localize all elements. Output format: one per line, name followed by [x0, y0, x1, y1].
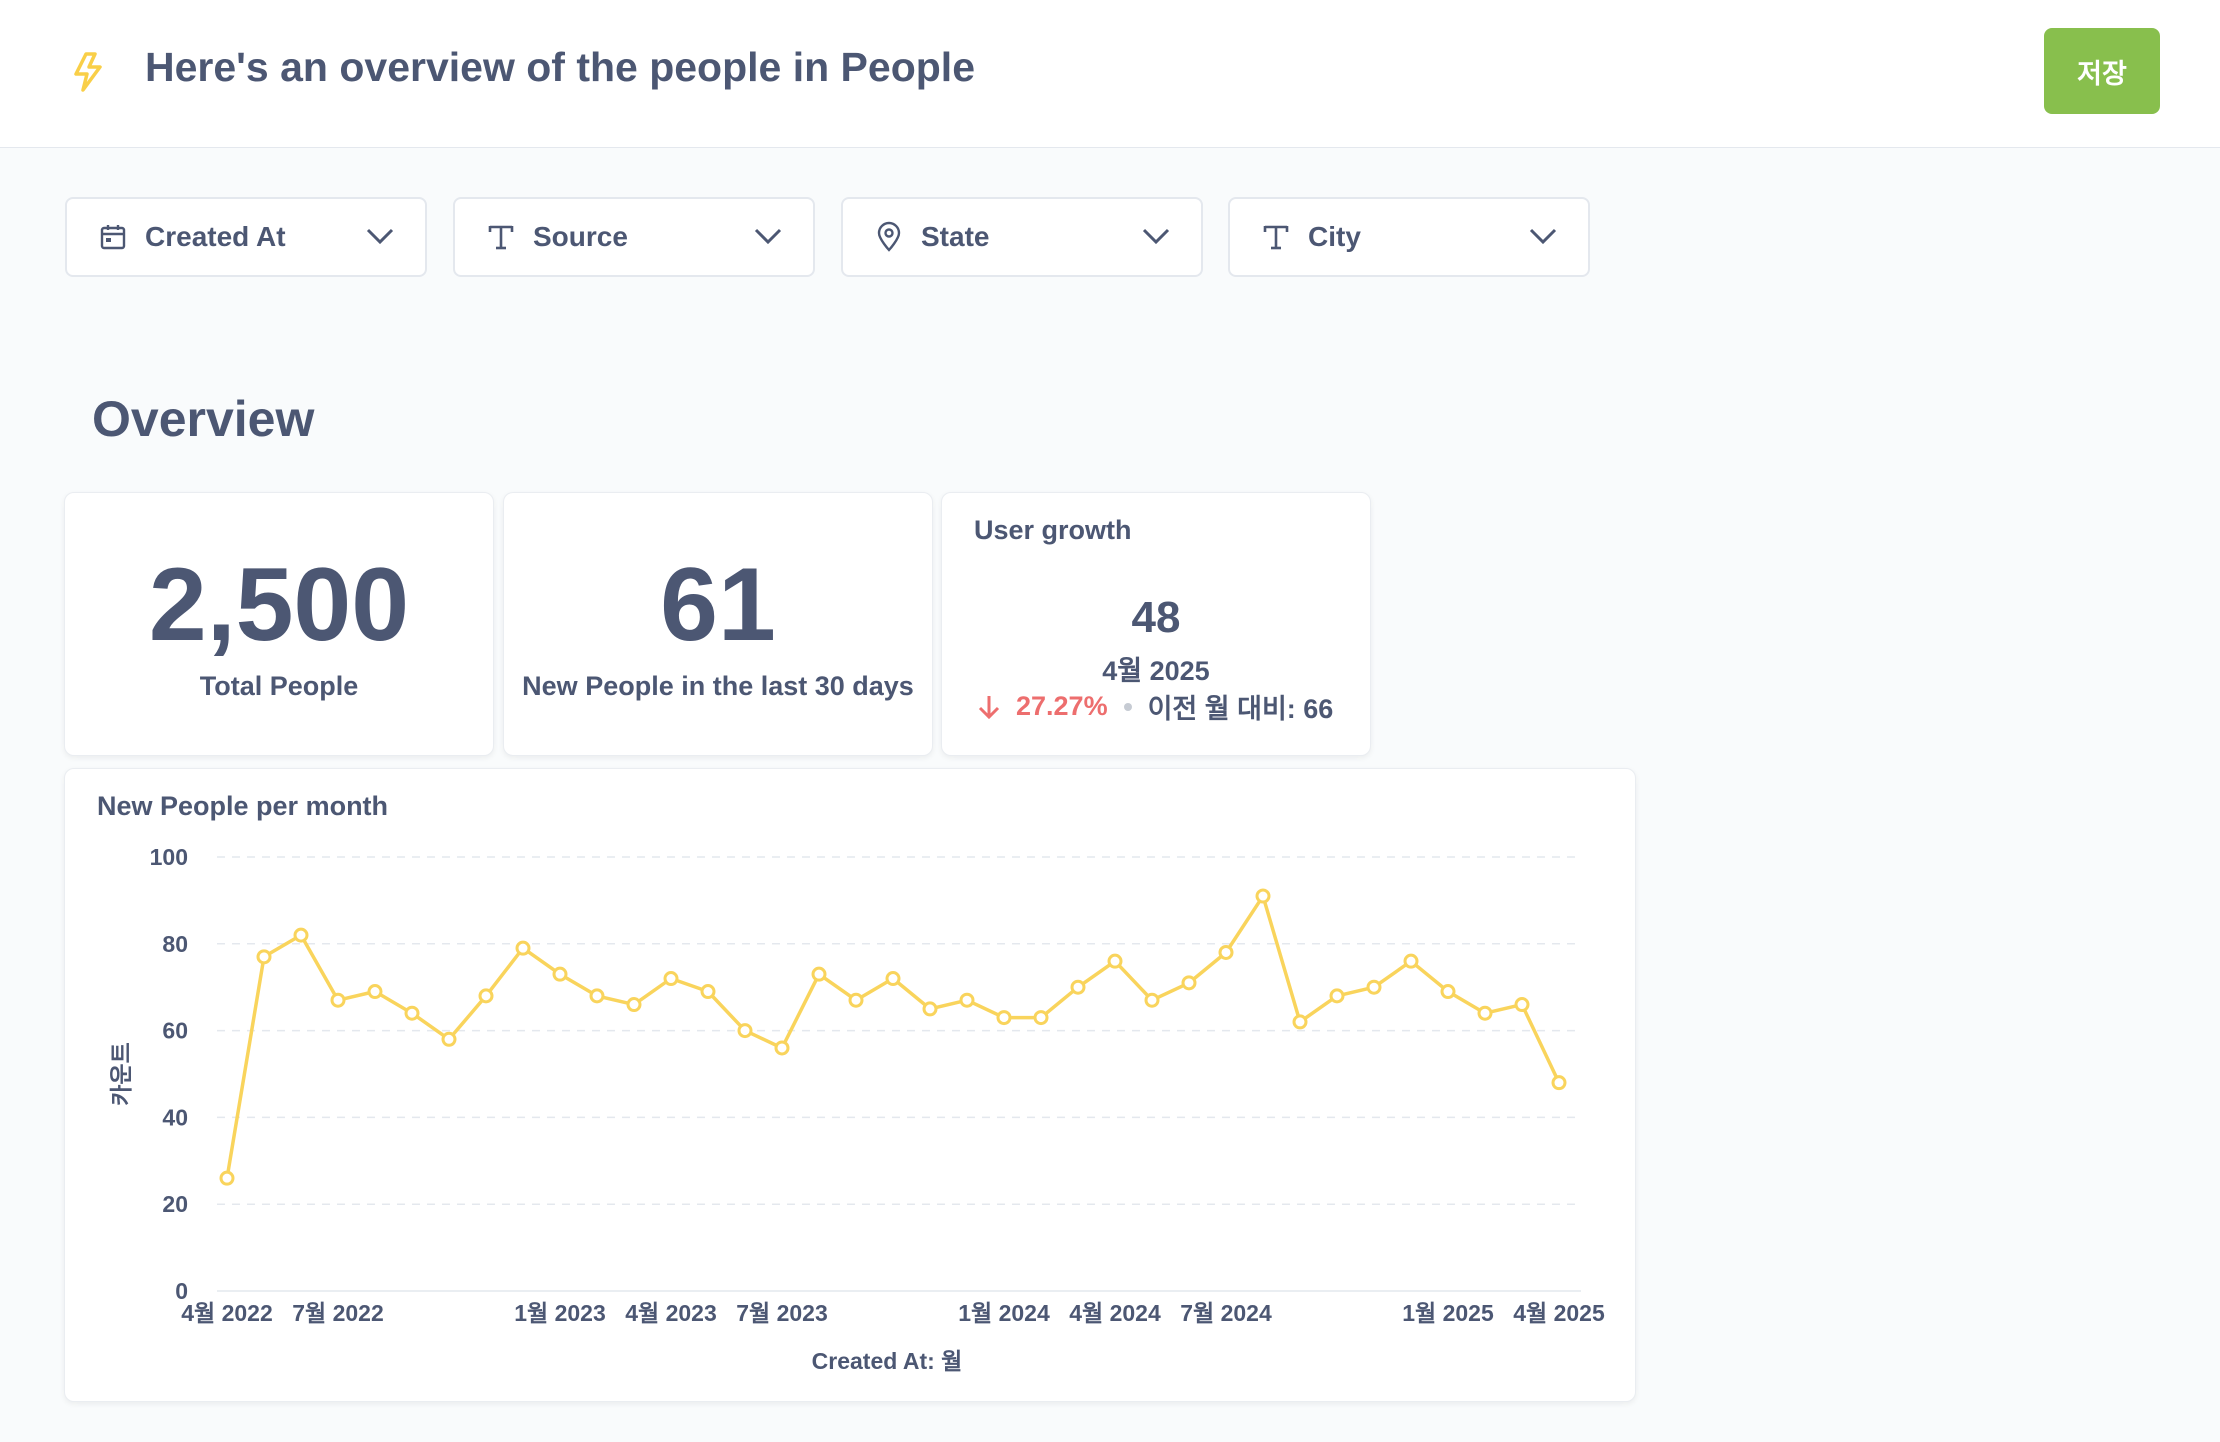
data-point: [367, 984, 383, 1000]
data-point: [996, 1010, 1012, 1026]
data-point: [1033, 1010, 1049, 1026]
growth-change: 27.27%: [1016, 691, 1108, 721]
data-point: [626, 997, 642, 1013]
arrow-down-icon: [978, 695, 1000, 719]
data-point: [1514, 997, 1530, 1013]
data-point: [441, 1031, 457, 1047]
growth-period: 4월 2025: [1102, 656, 1210, 686]
new-people-label: New People in the last 30 days: [522, 671, 914, 701]
data-point: [1366, 979, 1382, 995]
data-point: [1181, 975, 1197, 991]
y-tick-label: 100: [150, 844, 188, 870]
chevron-down-icon: [754, 228, 782, 245]
chevron-down-icon: [366, 228, 394, 245]
data-point: [922, 1001, 938, 1017]
data-point: [700, 984, 716, 1000]
data-point: [1403, 953, 1419, 969]
data-point: [959, 992, 975, 1008]
data-point: [404, 1005, 420, 1021]
text-icon: [1263, 225, 1289, 250]
filter-label: State: [921, 221, 990, 252]
location-pin-icon: [877, 221, 901, 252]
data-point: [515, 940, 531, 956]
data-point: [885, 971, 901, 987]
data-point: [1218, 944, 1234, 960]
data-point: [1477, 1005, 1493, 1021]
y-tick-label: 20: [162, 1191, 188, 1217]
x-tick-label: 4월 2022: [181, 1300, 273, 1326]
new-people-card[interactable]: 61 New People in the last 30 days: [503, 492, 933, 756]
x-tick-label: 1월 2025: [1402, 1300, 1494, 1326]
x-tick-label: 4월 2024: [1069, 1300, 1161, 1326]
data-point: [737, 1023, 753, 1039]
data-point: [1144, 992, 1160, 1008]
calendar-icon: [100, 225, 126, 250]
filter-label: Source: [533, 221, 628, 252]
x-axis-label: Created At: 월: [812, 1348, 963, 1374]
y-tick-label: 80: [162, 931, 188, 957]
data-point: [1255, 888, 1271, 904]
total-people-label: Total People: [199, 671, 359, 701]
filter-label: Created At: [145, 221, 286, 252]
growth-value: 48: [1131, 593, 1181, 642]
data-point: [848, 992, 864, 1008]
page-title: Here's an overview of the people in Peop…: [145, 44, 975, 90]
user-growth-card[interactable]: User growth 48 4월 2025 27.27% 이전 월 대비: 6…: [941, 492, 1371, 756]
y-tick-label: 40: [162, 1104, 188, 1130]
separator-dot: [1123, 702, 1132, 711]
data-point: [589, 988, 605, 1004]
x-tick-label: 4월 2023: [625, 1300, 717, 1326]
text-icon: [488, 225, 514, 250]
data-point: [1440, 984, 1456, 1000]
data-point: [1107, 953, 1123, 969]
y-axis-label: 카운트: [108, 1042, 134, 1105]
data-point: [219, 1170, 235, 1186]
y-tick-label: 60: [162, 1018, 188, 1044]
bolt-icon: [74, 52, 102, 92]
x-tick-label: 7월 2022: [292, 1300, 384, 1326]
save-button[interactable]: 저장: [2044, 28, 2160, 114]
data-point: [293, 927, 309, 943]
total-people-value: 2,500: [148, 547, 410, 663]
filter-created-at[interactable]: Created At: [65, 197, 427, 277]
data-point: [1292, 1014, 1308, 1030]
new-people-value: 61: [660, 547, 776, 663]
data-point: [1329, 988, 1345, 1004]
y-tick-label: 0: [175, 1278, 188, 1304]
data-point: [330, 992, 346, 1008]
data-point: [663, 971, 679, 987]
chart-title: New People per month: [97, 791, 389, 821]
series-line: [225, 894, 1561, 1179]
filter-state[interactable]: State: [841, 197, 1203, 277]
x-tick-label: 4월 2025: [1513, 1300, 1605, 1326]
section-title: Overview: [92, 391, 315, 447]
filter-source[interactable]: Source: [453, 197, 815, 277]
new-people-chart-card[interactable]: New People per month 0 20 40 60 80 100 4월 2022…: [64, 768, 1636, 1402]
card-title: User growth: [974, 515, 1132, 545]
data-point: [552, 966, 568, 982]
data-point: [811, 966, 827, 982]
growth-comparison: 27.27% 이전 월 대비: 66: [976, 687, 1333, 726]
dashboard-header: Here's an overview of the people in Peop…: [0, 0, 2220, 148]
data-point: [1551, 1075, 1567, 1091]
chevron-down-icon: [1529, 228, 1557, 245]
filter-city[interactable]: City: [1228, 197, 1590, 277]
data-point: [478, 988, 494, 1004]
chevron-down-icon: [1142, 228, 1170, 245]
x-tick-label: 7월 2024: [1180, 1300, 1272, 1326]
data-point: [1070, 979, 1086, 995]
filter-label: City: [1308, 221, 1361, 252]
x-tick-label: 1월 2024: [958, 1300, 1050, 1326]
line-chart: 0 20 40 60 80 100 4월 2022 7월 2022 1월 2023 4월 2023…: [108, 844, 1605, 1374]
data-point: [774, 1040, 790, 1056]
total-people-card[interactable]: 2,500 Total People: [64, 492, 494, 756]
growth-previous: 이전 월 대비: 66: [1147, 694, 1334, 724]
x-tick-label: 7월 2023: [736, 1300, 828, 1326]
x-tick-label: 1월 2023: [514, 1300, 606, 1326]
data-point: [256, 949, 272, 965]
